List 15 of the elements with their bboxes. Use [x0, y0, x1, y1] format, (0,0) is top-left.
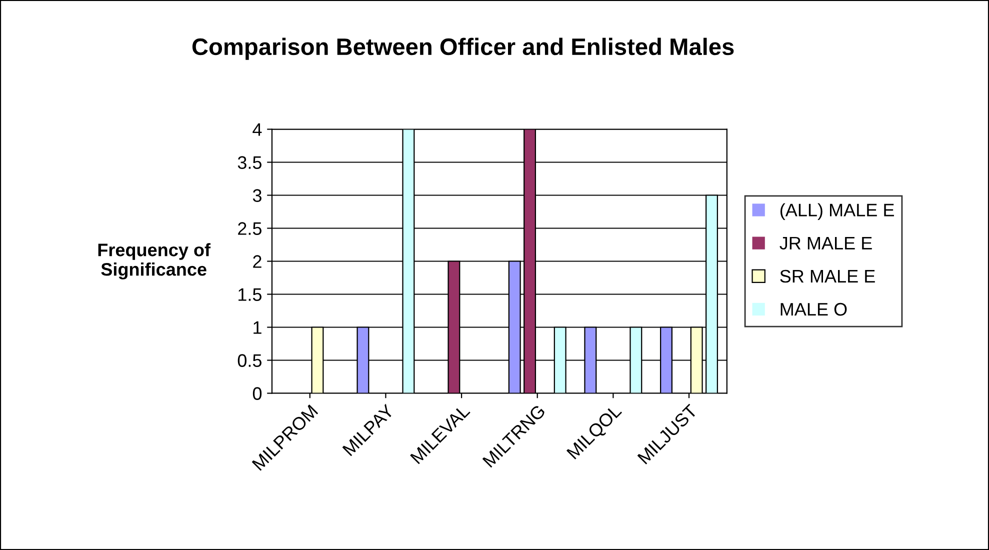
y-tick-label: 3.5	[238, 156, 262, 169]
legend-label: JR MALE E	[780, 236, 872, 250]
y-tick-label: 1	[254, 321, 262, 334]
legend-label: MALE O	[780, 302, 847, 316]
legend-label: (ALL) MALE E	[780, 203, 894, 220]
y-tick-label: 0	[252, 387, 262, 400]
y-tick-label: 2.5	[238, 222, 262, 235]
y-tick-label: 0.5	[238, 354, 262, 367]
legend-label: SR MALE E	[780, 270, 875, 283]
y-tick-label: 2	[253, 255, 262, 268]
y-axis-title: Frequency of Significance	[98, 243, 211, 280]
y-tick-label: 1.5	[238, 288, 262, 301]
chart-title: Comparison Between Officer and Enlisted Males	[192, 38, 734, 60]
y-tick-label: 3	[252, 189, 262, 202]
y-tick-label: 4	[252, 123, 262, 136]
